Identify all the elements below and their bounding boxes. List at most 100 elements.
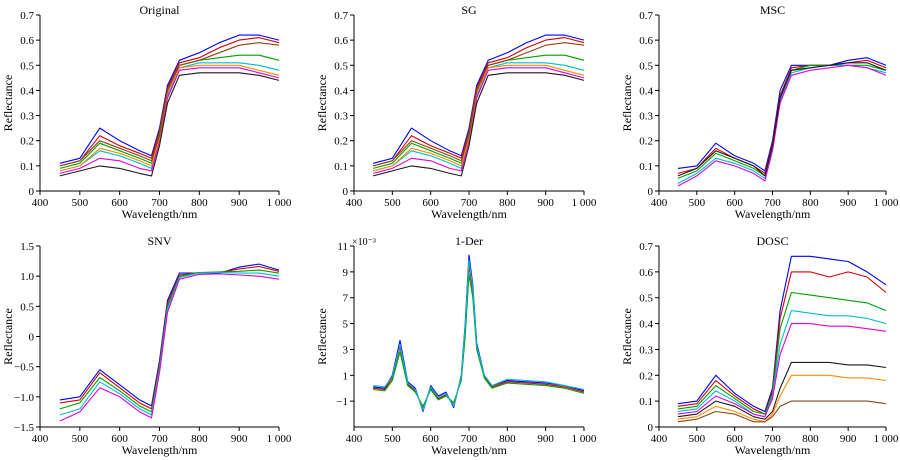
x-tick-label: 1 000 [874,197,899,209]
chart-title: MSC [760,3,785,17]
x-axis-label: Wavelength/nm [431,207,507,221]
series-line-6 [59,72,280,177]
x-tick-label: 700 [764,197,781,209]
x-axis-label: Wavelength/nm [122,443,198,457]
y-tick-label: 0.1 [334,161,348,173]
y-tick-label: 1 [343,370,349,382]
y-axis-label: Reflectance [315,308,329,365]
series-line-4 [59,271,280,416]
x-tick-label: 400 [346,433,363,445]
x-tick-label: 1 000 [572,197,597,209]
y-tick-label: 0.3 [334,111,348,123]
x-tick-label: 1 000 [874,433,899,445]
y-axis-label: Reflectance [1,308,15,365]
y-tick-label: 0.3 [639,344,653,356]
x-tick-label: 400 [651,433,668,445]
y-tick-label: 0 [648,422,654,434]
y-tick-label: 1.0 [20,271,34,283]
y-tick-label: 3 [343,344,349,356]
series-line-2 [59,37,280,167]
x-tick-label: 900 [231,433,248,445]
chart-panel-3: 400 500 600 700 800 900 1 000 0 0.1 0.2 0.3 0.4 0.5 0… [620,3,899,221]
y-tick-label: 11 [337,241,348,253]
y-axis-label: Reflectance [315,75,329,132]
y-tick-label: 7 [343,293,349,305]
x-tick-label: 600 [726,197,743,209]
y-tick-label: 0.5 [20,301,34,313]
chart-title: Original [140,3,181,17]
series-line-6 [677,62,887,177]
y-tick-label: 0.5 [639,293,653,305]
y-tick-label: 9 [343,267,349,279]
chart-title: DOSC [756,234,788,248]
axis-lines [658,15,886,192]
y-tick-label: 0.7 [639,10,653,22]
x-tick-label: 800 [191,197,208,209]
y-tick-label: 0.1 [20,161,34,173]
chart-title: SNV [147,234,171,248]
chart-title: SG [461,3,477,17]
x-tick-label: 400 [651,197,668,209]
y-tick-label: 0.1 [639,396,653,408]
y-tick-label: 0.7 [20,10,34,22]
x-tick-label: 800 [499,197,516,209]
chart-panel-5: 400 500 600 700 800 900 1 000 −1 1 3 5 7 9 11 1-Der Wav… [315,234,597,457]
x-tick-label: 900 [840,433,857,445]
x-tick-label: 500 [384,433,401,445]
x-tick-label: 700 [764,433,781,445]
series-line-5 [677,64,887,187]
series-line-3 [677,64,887,179]
x-tick-label: 800 [802,433,819,445]
x-tick-label: 900 [537,197,554,209]
y-tick-label: −1.5 [14,422,34,434]
x-tick-label: 400 [32,197,49,209]
x-tick-label: 500 [72,197,89,209]
y-axis-label: Reflectance [1,75,15,132]
y-tick-label: 0.5 [334,60,348,72]
series-line-7 [677,374,887,423]
series-line-3 [373,54,585,169]
x-tick-label: 800 [191,433,208,445]
y-tick-label: 0 [29,332,35,344]
y-tick-label: 0 [648,186,654,198]
x-tick-label: 500 [689,197,706,209]
x-tick-label: 700 [461,433,478,445]
series-line-5 [59,67,280,174]
series-line-4 [373,259,585,411]
y-tick-label: 0 [29,186,35,198]
x-tick-label: 600 [111,197,128,209]
series-line-8 [373,42,585,167]
y-tick-label: 0.2 [334,136,348,148]
series-line-5 [59,273,280,422]
chart-panel-4: 400 500 600 700 800 900 1 000 −1.5 −1.0 −0.5 0 0.5 1… [1,234,292,457]
x-tick-label: 500 [72,433,89,445]
y-axis-label: Reflectance [620,308,634,365]
x-tick-label: 700 [151,197,168,209]
y-tick-label: 5 [343,319,349,331]
x-tick-label: 900 [537,433,554,445]
x-tick-label: 800 [499,433,516,445]
chart-panel-2: 400 500 600 700 800 900 1 000 0 0.1 0.2 0.3 0.4 0.5 0… [315,3,597,221]
y-tick-label: 0.4 [334,85,348,97]
series-line-8 [59,42,280,167]
series-line-1 [59,263,280,407]
series-line-2 [373,264,585,410]
y-tick-label: 0.7 [334,10,348,22]
x-tick-label: 600 [726,433,743,445]
y-tick-label: −1.0 [14,392,34,404]
series-line-1 [373,254,585,413]
x-tick-label: 700 [461,197,478,209]
series-line-2 [373,37,585,167]
x-tick-label: 600 [111,433,128,445]
y-tick-label: 0.4 [639,319,653,331]
chart-title: 1-Der [455,234,483,248]
y-tick-label: 0.5 [639,60,653,72]
x-tick-label: 700 [151,433,168,445]
y-tick-label: 0.6 [639,267,653,279]
chart-panel-6: 400 500 600 700 800 900 1 000 0 0.1 0.2 0.3 0.4 0.5 0… [620,234,899,457]
series-line-3 [59,54,280,169]
y-tick-label: 0.2 [639,136,653,148]
y-tick-label: 0 [343,186,349,198]
y-tick-label: −0.5 [14,362,34,374]
series-line-2 [59,265,280,410]
